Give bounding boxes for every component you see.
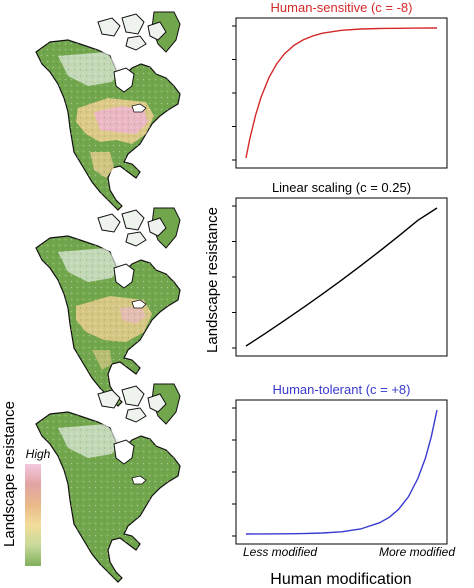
legend-high-label: High	[26, 447, 51, 461]
map-arctic-island	[97, 17, 121, 37]
legend-color-bar	[25, 464, 41, 566]
chart-human-tolerant: Human-tolerant (c = +8)	[232, 382, 448, 545]
map-arctic-island	[121, 13, 145, 35]
map-linear-scaling	[35, 207, 181, 407]
chart-title: Human-sensitive (c = -8)	[271, 0, 413, 15]
resistance-curve	[245, 409, 438, 535]
map-hudson-bay	[113, 439, 135, 465]
legend: Landscape resistance High	[1, 401, 51, 566]
map-great-lakes	[131, 475, 147, 485]
map-great-lakes	[131, 103, 147, 113]
y-axis-label: Landscape resistance	[204, 207, 221, 353]
legend-title: Landscape resistance	[1, 401, 18, 547]
map-hudson-bay	[113, 263, 135, 289]
x-tick-right: More modified	[379, 545, 455, 559]
chart-frame	[235, 399, 448, 545]
map-texture	[36, 412, 180, 582]
map-human-tolerant	[35, 383, 181, 583]
map-arctic-island	[121, 209, 145, 231]
chart-human-sensitive: Human-sensitive (c = -8)	[232, 0, 448, 169]
map-hudson-bay	[113, 67, 135, 93]
map-arctic-island	[147, 21, 167, 41]
map-human-sensitive	[35, 11, 181, 211]
map-arctic-island	[147, 393, 167, 413]
x-tick-left: Less modified	[243, 545, 317, 559]
map-arctic-island	[147, 217, 167, 237]
x-axis-label: Human modification	[270, 571, 411, 588]
chart-title: Human-tolerant (c = +8)	[272, 382, 410, 397]
resistance-curve	[245, 27, 438, 159]
map-arctic-island	[125, 35, 147, 51]
map-texture	[36, 236, 180, 406]
chart-linear-scaling: Linear scaling (c = 0.25)	[232, 180, 448, 357]
map-arctic-island	[125, 231, 147, 247]
map-great-lakes	[131, 299, 147, 309]
chart-title: Linear scaling (c = 0.25)	[272, 180, 411, 195]
map-arctic-island	[97, 213, 121, 233]
map-arctic-island	[125, 407, 147, 423]
resistance-curve	[245, 207, 438, 347]
map-arctic-island	[121, 385, 145, 407]
chart-frame	[235, 17, 448, 169]
map-arctic-island	[97, 389, 121, 409]
map-texture	[36, 40, 180, 210]
